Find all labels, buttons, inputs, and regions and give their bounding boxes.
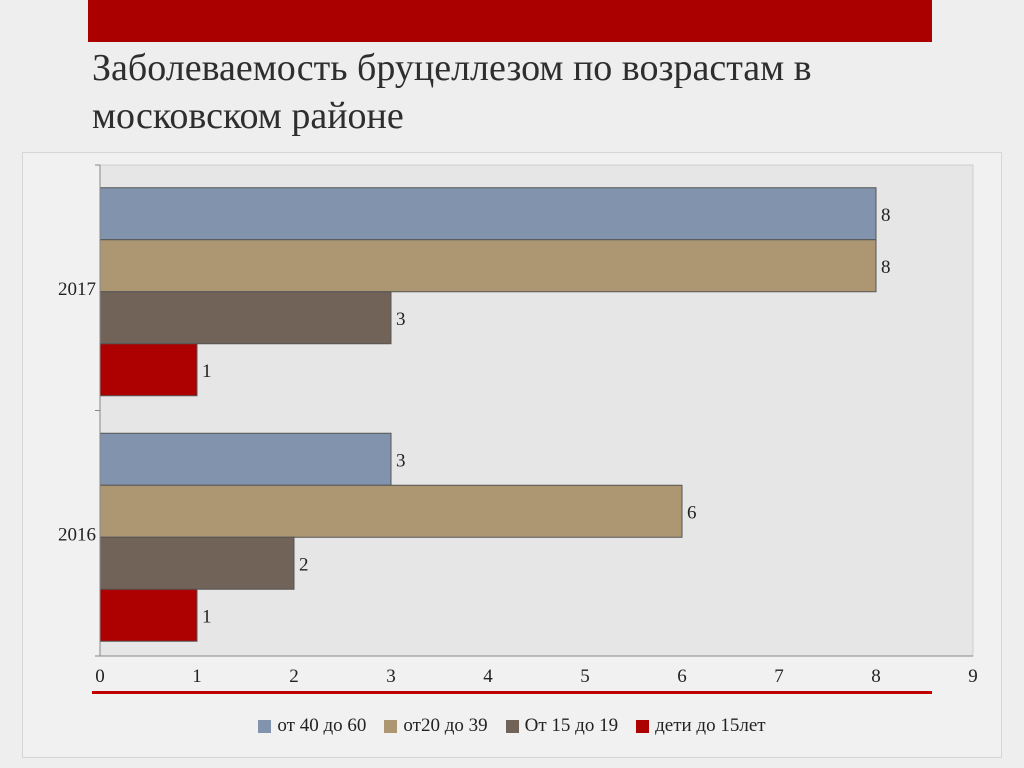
bar [99, 588, 198, 642]
legend-item: дети до 15лет [636, 715, 766, 737]
x-tick-label: 5 [580, 666, 590, 687]
legend-item: от20 до 39 [384, 715, 488, 737]
bar [99, 484, 683, 538]
x-tick-label: 0 [95, 666, 105, 687]
x-tick-label: 3 [386, 666, 396, 687]
bottom-divider-line [92, 691, 932, 694]
legend-item: От 15 до 19 [505, 715, 619, 737]
x-tick-label: 7 [774, 666, 784, 687]
x-tick-label: 1 [192, 666, 202, 687]
bar [99, 343, 198, 397]
x-tick-label: 4 [483, 666, 493, 687]
legend-swatch [636, 719, 650, 733]
data-label: 3 [396, 309, 406, 330]
data-label: 8 [881, 257, 891, 278]
legend-item: от 40 до 60 [258, 715, 366, 737]
data-label: 6 [687, 502, 697, 523]
x-tick-label: 2 [289, 666, 299, 687]
legend-label: дети до 15лет [655, 715, 766, 736]
bar [99, 239, 877, 293]
bar [99, 291, 392, 345]
data-label: 1 [202, 606, 212, 627]
legend-swatch [384, 719, 398, 733]
bar [99, 536, 295, 590]
bar [99, 432, 392, 486]
title-accent-bar [88, 0, 932, 42]
chart-frame: 8 8 3 1 2017 3 6 2 1 2016 0 1 2 3 4 5 6 7 8 9 [22, 152, 1002, 758]
bar [99, 187, 877, 241]
legend-label: от 40 до 60 [277, 715, 367, 736]
x-tick-label: 8 [871, 666, 881, 687]
x-tick-label: 6 [677, 666, 687, 687]
category-label: 2017 [58, 279, 96, 300]
bar-chart: 8 8 3 1 2017 3 6 2 1 2016 0 1 2 3 4 5 6 7 8 9 [58, 164, 978, 687]
data-label: 1 [202, 361, 212, 382]
x-tick-label: 9 [968, 666, 978, 687]
chart-legend: от 40 до 60 от20 до 39 От 15 до 19 дети до … [0, 713, 1024, 739]
legend-swatch [258, 719, 272, 733]
legend-swatch [505, 719, 519, 733]
data-label: 3 [396, 450, 406, 471]
legend-label: От 15 до 19 [524, 715, 619, 736]
slide-title: Заболеваемость бруцеллезом по возрастам … [92, 47, 812, 137]
data-label: 2 [299, 554, 309, 575]
data-label: 8 [881, 205, 891, 226]
category-label: 2016 [58, 524, 96, 545]
legend-label: от20 до 39 [403, 715, 488, 736]
